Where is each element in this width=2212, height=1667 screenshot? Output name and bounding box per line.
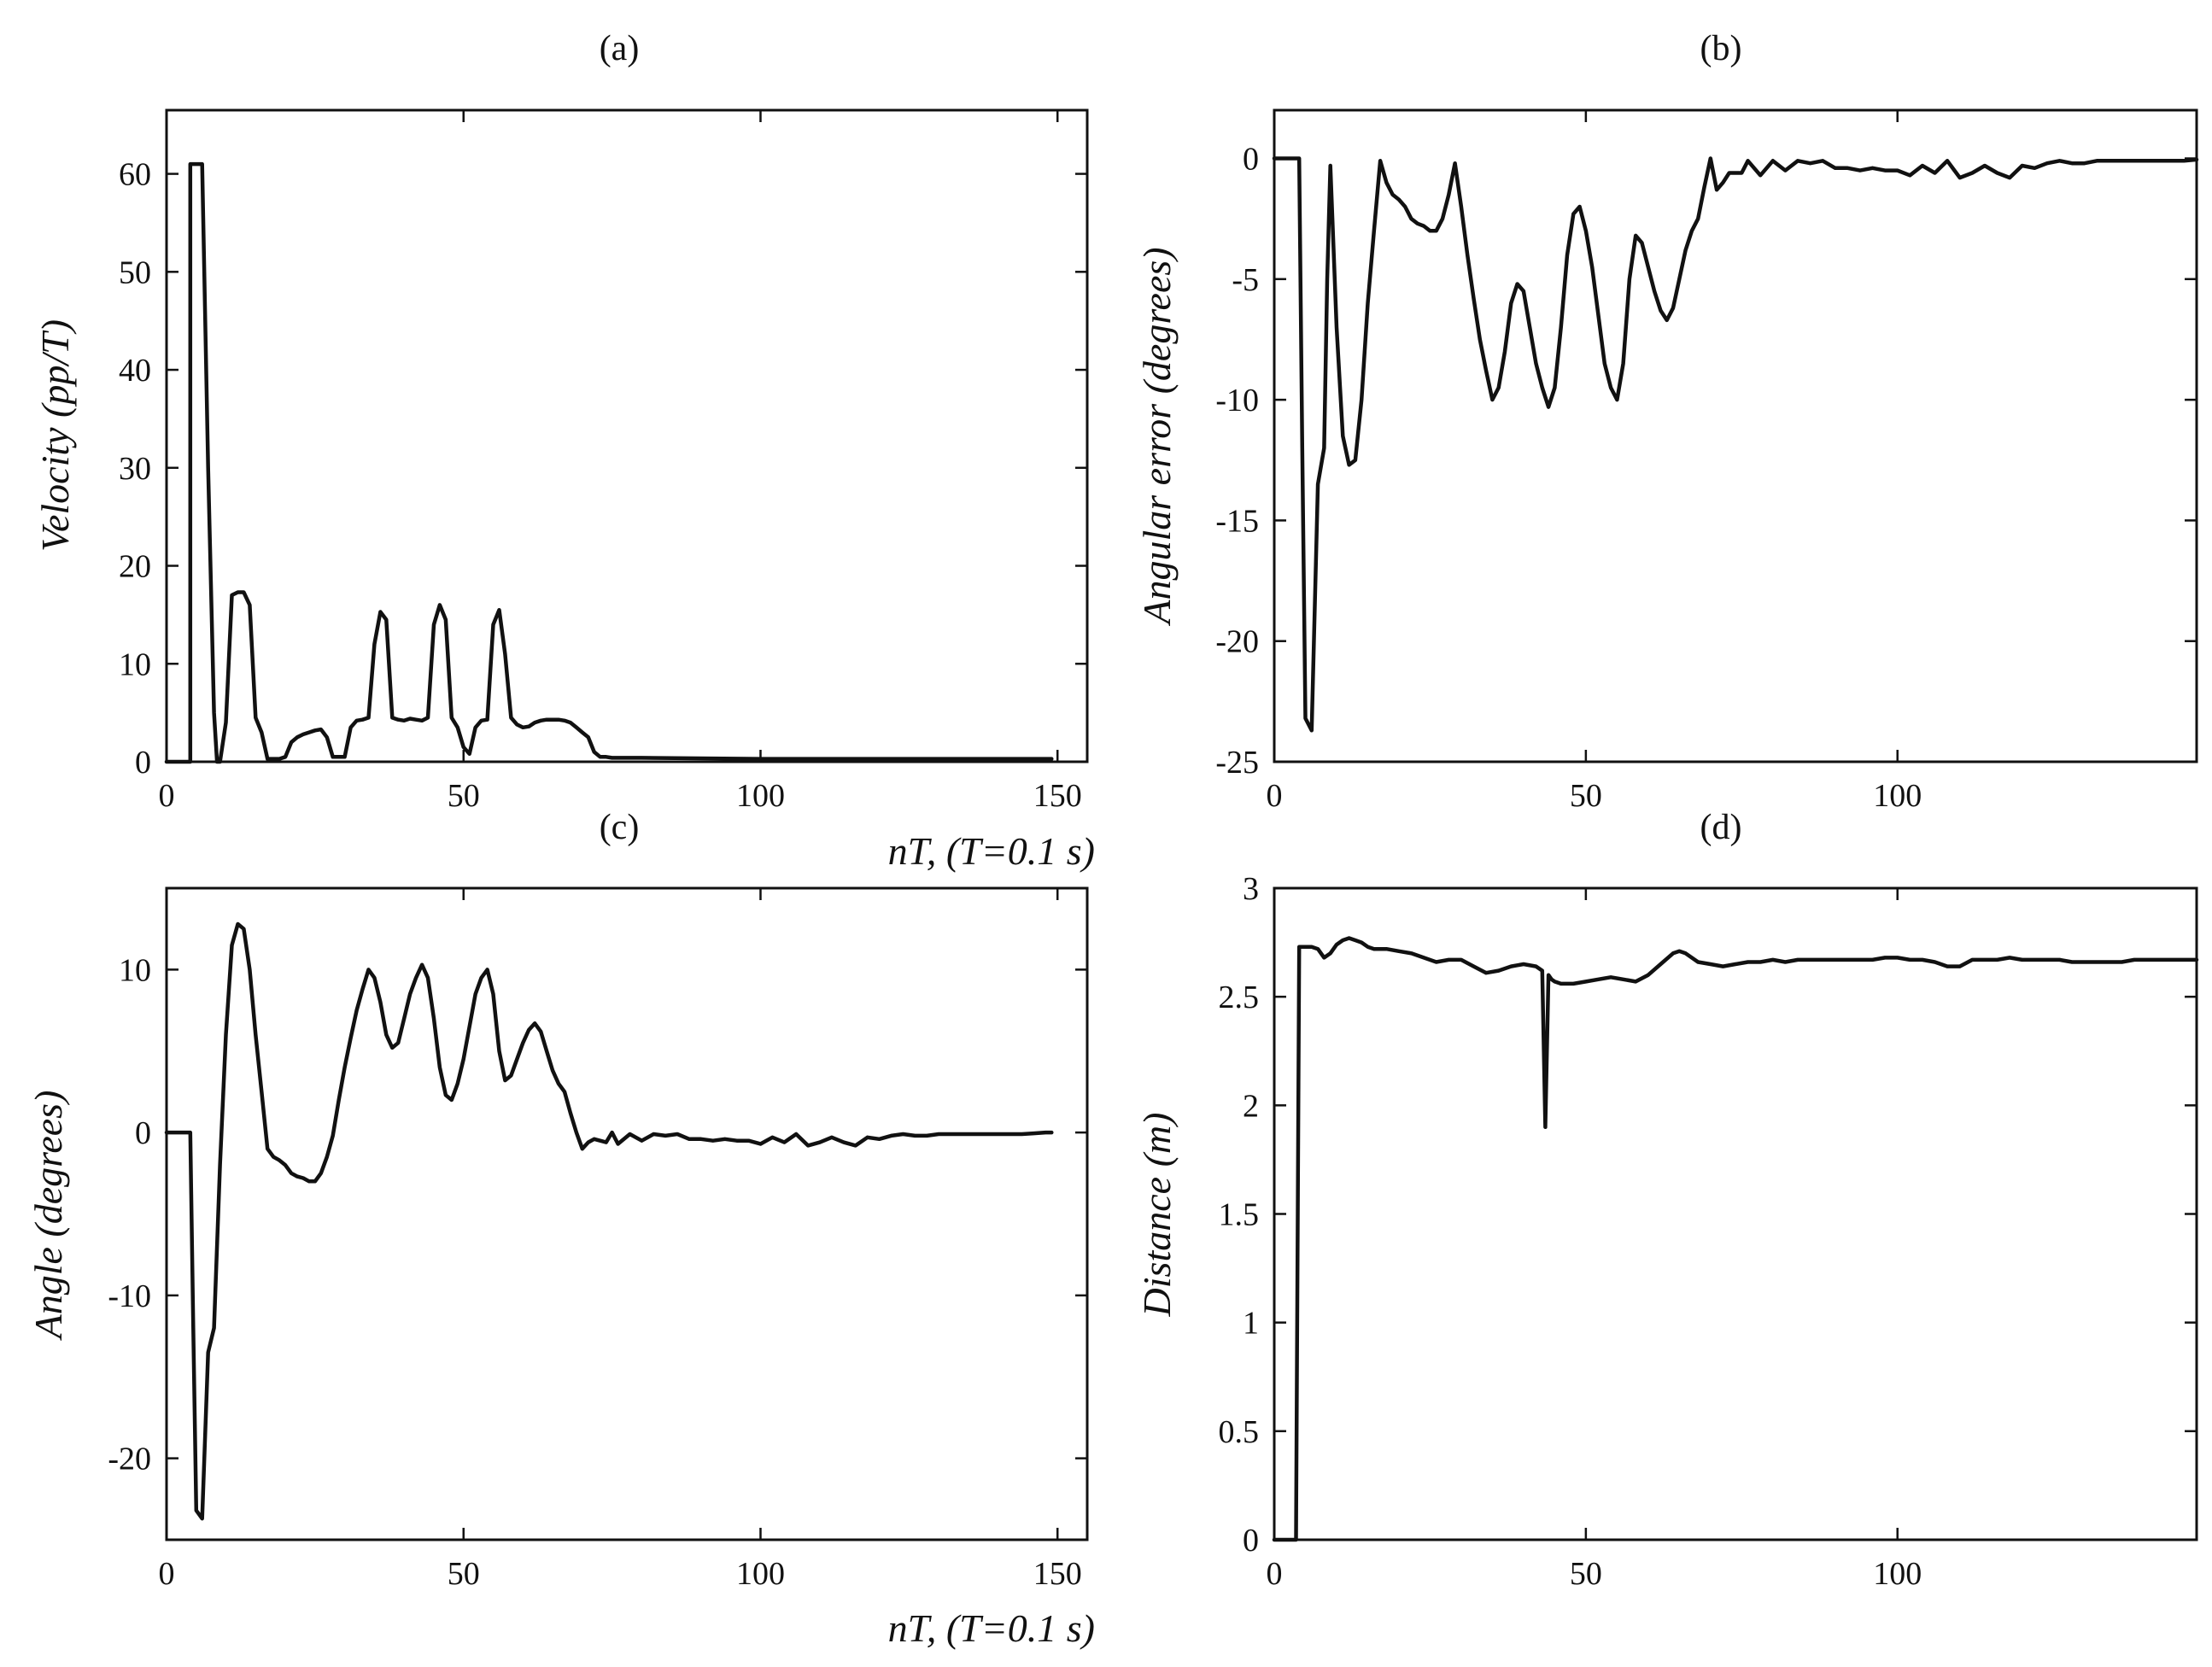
panel-d-y-tick-label-4: 2: [1243, 1088, 1259, 1124]
panel-a: (a) 0 50 100 150 0 10 20 30 40 50 60 Velocity (pp/…: [33, 29, 1095, 873]
panel-a-y-tick-label-5: 50: [119, 254, 151, 290]
panel-c-x-tick-label-0: 0: [159, 1556, 175, 1592]
panel-c-y-tick-label-1: 0: [135, 1115, 151, 1151]
panel-b-y-tick-label-2: -10: [1215, 383, 1259, 418]
panel-c-x-label: nT, (T=0.1 s): [888, 1606, 1095, 1650]
panel-c-x-tick-label-1: 50: [448, 1556, 480, 1592]
panel-a-x-label: nT, (T=0.1 s): [888, 829, 1095, 873]
panel-d-x-tick-label-1: 50: [1570, 1556, 1602, 1592]
panel-d-y-tick-label-3: 1.5: [1219, 1197, 1260, 1233]
panel-d-x-tick-label-2: 100: [1873, 1556, 1922, 1592]
panel-b-x-tick-label-1: 50: [1570, 778, 1602, 814]
panel-a-x-tick-label-0: 0: [159, 778, 175, 814]
panel-b-series-line: [1272, 156, 2199, 733]
panel-a-y-tick-label-1: 10: [119, 646, 151, 682]
panel-d-y-label: Distance (m): [1135, 1113, 1179, 1318]
panel-a-ticks: 0 50 100 150 0 10 20 30 40 50 60: [119, 110, 1087, 814]
panel-a-title: (a): [600, 29, 640, 68]
panel-b-y-tick-label-3: -15: [1215, 503, 1259, 539]
panel-b-y-tick-label-0: 0: [1243, 142, 1259, 178]
panel-a-x-tick-label-3: 150: [1033, 778, 1082, 814]
panel-a-series-line: [164, 161, 1054, 764]
panel-d-title: (d): [1700, 808, 1742, 847]
panel-a-y-tick-label-2: 20: [119, 549, 151, 585]
panel-b-y-tick-label-5: -25: [1215, 745, 1259, 781]
panel-c-y-tick-label-0: 10: [119, 952, 151, 988]
panel-d-y-tick-label-6: 3: [1243, 871, 1259, 907]
panel-c-y-tick-label-3: -20: [108, 1442, 151, 1477]
panel-d-x-tick-label-0: 0: [1267, 1556, 1283, 1592]
panel-a-y-tick-label-0: 0: [135, 745, 151, 781]
panel-b-y-tick-label-1: -5: [1232, 262, 1259, 298]
panel-c-series-line: [164, 921, 1054, 1521]
panel-d-y-tick-label-2: 1: [1243, 1306, 1259, 1342]
panel-b: (b) 0 50 100 0 -5 -10 -15 -20 -25 Angular error …: [1135, 29, 2199, 814]
panel-d-series-line: [1272, 936, 2199, 1542]
panel-c-y-label: Angle (degrees): [26, 1091, 70, 1342]
panel-d-y-tick-label-0: 0: [1243, 1523, 1259, 1559]
panel-b-x-tick-label-2: 100: [1873, 778, 1922, 814]
panel-c-title: (c): [600, 808, 640, 847]
panel-a-x-tick-label-2: 100: [736, 778, 785, 814]
panel-b-ticks: 0 50 100 0 -5 -10 -15 -20 -25: [1215, 110, 2197, 814]
panel-a-frame: [165, 108, 1089, 763]
panel-c-frame: [165, 886, 1089, 1541]
panel-d-y-tick-label-5: 2.5: [1219, 980, 1260, 1015]
panel-c-y-tick-label-2: -10: [108, 1278, 151, 1314]
panel-a-y-tick-label-4: 40: [119, 353, 151, 389]
panel-a-y-tick-label-6: 60: [119, 157, 151, 193]
panel-a-x-tick-label-1: 50: [448, 778, 480, 814]
panel-c-x-tick-label-2: 100: [736, 1556, 785, 1592]
panel-b-y-tick-label-4: -20: [1215, 624, 1259, 660]
panel-b-x-tick-label-0: 0: [1267, 778, 1283, 814]
panel-c-x-tick-label-3: 150: [1033, 1556, 1082, 1592]
panel-b-title: (b): [1700, 29, 1742, 68]
panel-d: (d) 0 50 100 0 0.5 1 1.5 2 2.5 3 Distance (m): [1135, 808, 2199, 1592]
panel-a-y-tick-label-3: 30: [119, 451, 151, 487]
panel-b-y-label: Angular error (degrees): [1135, 247, 1179, 626]
panel-a-y-label: Velocity (pp/T): [33, 319, 77, 552]
panel-d-y-tick-label-1: 0.5: [1219, 1414, 1260, 1450]
panel-b-frame: [1273, 108, 2198, 763]
panel-d-ticks: 0 50 100 0 0.5 1 1.5 2 2.5 3: [1219, 871, 2197, 1592]
